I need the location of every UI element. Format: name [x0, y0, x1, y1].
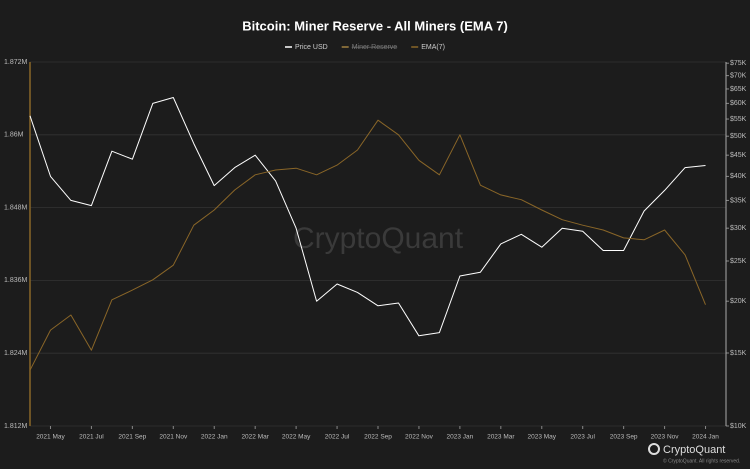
- x-tick-label: 2022 May: [282, 434, 311, 441]
- y2-tick-label: $75K: [730, 60, 747, 67]
- x-tick-label: 2023 May: [527, 434, 556, 441]
- y2-tick-label: $70K: [730, 72, 747, 79]
- x-tick-label: 2021 May: [36, 434, 65, 441]
- x-tick-label: 2021 Nov: [159, 434, 188, 441]
- y2-tick-label: $45K: [730, 152, 747, 159]
- chart-title: Bitcoin: Miner Reserve - All Miners (EMA…: [242, 18, 508, 33]
- x-tick-label: 2022 Jul: [325, 434, 350, 441]
- y2-tick-label: $55K: [730, 116, 747, 123]
- y2-tick-label: $40K: [730, 173, 747, 180]
- x-tick-label: 2022 Sep: [364, 434, 392, 441]
- y2-tick-label: $50K: [730, 133, 747, 140]
- y2-tick-label: $25K: [730, 258, 747, 265]
- x-tick-label: 2024 Jan: [692, 434, 719, 441]
- y2-tick-label: $15K: [730, 350, 747, 357]
- y2-tick-label: $65K: [730, 86, 747, 93]
- y-tick-label: 1.824M: [4, 350, 28, 357]
- x-tick-label: 2023 Nov: [651, 434, 680, 441]
- brand: CryptoQuant: [663, 444, 725, 456]
- y-tick-label: 1.872M: [4, 59, 28, 66]
- y-tick-label: 1.86M: [4, 132, 24, 139]
- x-tick-label: 2021 Sep: [118, 434, 146, 441]
- x-tick-label: 2022 Jan: [201, 434, 228, 441]
- y2-tick-label: $35K: [730, 197, 747, 204]
- x-tick-label: 2023 Jan: [447, 434, 474, 441]
- legend-label: Price USD: [295, 44, 328, 51]
- x-tick-label: 2021 Jul: [79, 434, 104, 441]
- y2-tick-label: $20K: [730, 298, 747, 305]
- y-tick-label: 1.812M: [4, 423, 28, 430]
- x-tick-label: 2023 Sep: [610, 434, 638, 441]
- x-tick-label: 2023 Jul: [570, 434, 595, 441]
- copyright: © CryptoQuant. All rights reserved.: [663, 457, 740, 464]
- logo: [648, 443, 660, 455]
- series-line: [29, 97, 706, 337]
- legend-label: EMA(7): [421, 44, 445, 51]
- series-line: [29, 119, 706, 371]
- y2-tick-label: $60K: [730, 100, 747, 107]
- legend-label: Miner Reserve: [352, 44, 398, 51]
- y-tick-label: 1.836M: [4, 277, 28, 284]
- x-tick-label: 2022 Mar: [241, 434, 269, 441]
- y-tick-label: 1.848M: [4, 204, 28, 211]
- watermark: CryptoQuant: [293, 222, 464, 255]
- y2-tick-label: $30K: [730, 225, 747, 232]
- x-tick-label: 2022 Nov: [405, 434, 434, 441]
- x-tick-label: 2023 Mar: [487, 434, 515, 441]
- y2-tick-label: $10K: [730, 423, 747, 430]
